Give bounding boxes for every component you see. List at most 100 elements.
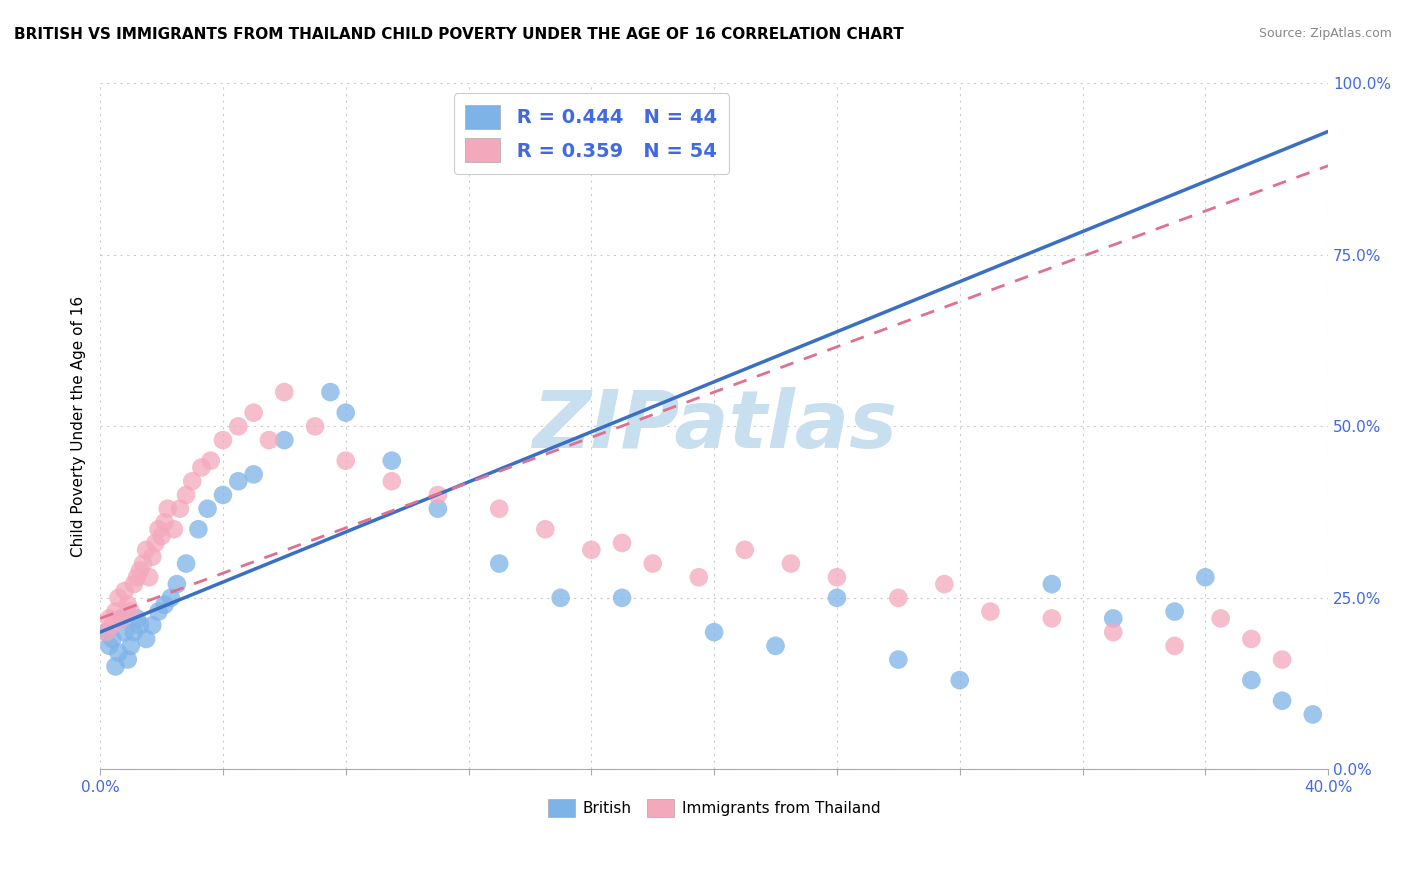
Point: [101, 632, 124, 646]
Point: [101, 618, 124, 632]
Text: ZIPatlas: ZIPatlas: [531, 387, 897, 466]
Point: [426, 501, 449, 516]
Point: [273, 385, 295, 400]
Point: [104, 605, 127, 619]
Point: [1163, 605, 1185, 619]
Point: [111, 611, 134, 625]
Point: [1040, 611, 1063, 625]
Point: [135, 542, 157, 557]
Point: [426, 488, 449, 502]
Point: [212, 488, 235, 502]
Point: [125, 570, 148, 584]
Point: [934, 577, 956, 591]
Point: [949, 673, 972, 687]
Point: [96, 625, 118, 640]
Point: [174, 557, 197, 571]
Point: [242, 467, 264, 482]
Point: [1209, 611, 1232, 625]
Point: [166, 577, 188, 591]
Point: [335, 406, 357, 420]
Point: [226, 475, 249, 489]
Point: [125, 611, 148, 625]
Point: [1194, 570, 1216, 584]
Point: [1240, 632, 1263, 646]
Point: [304, 419, 326, 434]
Point: [381, 453, 404, 467]
Point: [381, 475, 404, 489]
Point: [122, 577, 145, 591]
Point: [610, 536, 633, 550]
Point: [242, 406, 264, 420]
Point: [135, 632, 157, 646]
Point: [1040, 577, 1063, 591]
Point: [780, 557, 803, 571]
Point: [610, 591, 633, 605]
Point: [1102, 611, 1125, 625]
Point: [181, 475, 204, 489]
Point: [1271, 694, 1294, 708]
Point: [319, 385, 342, 400]
Point: [129, 618, 152, 632]
Point: [200, 453, 222, 467]
Point: [1271, 652, 1294, 666]
Point: [979, 605, 1001, 619]
Point: [550, 591, 572, 605]
Point: [153, 598, 176, 612]
Point: [117, 652, 139, 666]
Text: BRITISH VS IMMIGRANTS FROM THAILAND CHILD POVERTY UNDER THE AGE OF 16 CORRELATIO: BRITISH VS IMMIGRANTS FROM THAILAND CHIL…: [14, 27, 904, 42]
Point: [174, 488, 197, 502]
Point: [765, 639, 787, 653]
Point: [159, 591, 181, 605]
Point: [1302, 707, 1324, 722]
Point: [141, 549, 163, 564]
Point: [148, 522, 170, 536]
Point: [145, 536, 167, 550]
Point: [120, 639, 142, 653]
Point: [150, 529, 173, 543]
Point: [98, 611, 121, 625]
Point: [129, 563, 152, 577]
Point: [156, 501, 179, 516]
Point: [148, 605, 170, 619]
Point: [488, 557, 510, 571]
Point: [197, 501, 219, 516]
Point: [226, 419, 249, 434]
Point: [887, 591, 910, 605]
Point: [1102, 625, 1125, 640]
Point: [825, 570, 848, 584]
Point: [138, 570, 160, 584]
Point: [1163, 639, 1185, 653]
Point: [122, 625, 145, 640]
Point: [107, 646, 129, 660]
Point: [111, 611, 134, 625]
Point: [581, 542, 603, 557]
Y-axis label: Child Poverty Under the Age of 16: Child Poverty Under the Age of 16: [72, 296, 86, 557]
Point: [488, 501, 510, 516]
Point: [734, 542, 756, 557]
Point: [641, 557, 664, 571]
Point: [98, 639, 121, 653]
Point: [257, 433, 280, 447]
Point: [107, 591, 129, 605]
Point: [825, 591, 848, 605]
Point: [688, 570, 710, 584]
Point: [96, 625, 118, 640]
Point: [273, 433, 295, 447]
Point: [190, 460, 212, 475]
Point: [163, 522, 186, 536]
Point: [120, 605, 142, 619]
Point: [703, 625, 725, 640]
Point: [114, 584, 136, 599]
Legend: British, Immigrants from Thailand: British, Immigrants from Thailand: [541, 792, 887, 823]
Point: [153, 516, 176, 530]
Point: [534, 522, 557, 536]
Point: [114, 625, 136, 640]
Point: [335, 453, 357, 467]
Point: [212, 433, 235, 447]
Point: [887, 652, 910, 666]
Point: [141, 618, 163, 632]
Text: Source: ZipAtlas.com: Source: ZipAtlas.com: [1258, 27, 1392, 40]
Point: [187, 522, 209, 536]
Point: [117, 598, 139, 612]
Point: [104, 659, 127, 673]
